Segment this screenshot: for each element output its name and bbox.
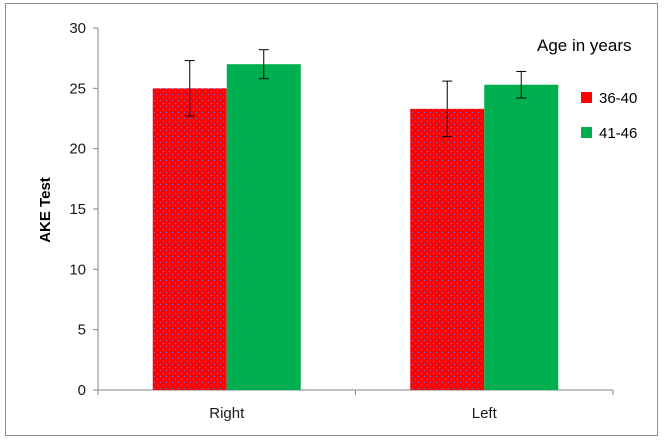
bar-41-46-right [226,64,301,390]
legend-label-41-46: 41-46 [599,125,637,142]
legend-label-36-40: 36-40 [599,90,637,107]
y-tick-label: 25 [69,80,86,97]
y-axis-label: AKE Test [37,177,54,243]
error-bars [184,49,527,138]
x-tick-label: Right [209,405,245,422]
bar-41-46-left [484,84,559,391]
legend: 36-40 41-46 [581,90,637,142]
legend-swatch-36-40 [581,92,592,103]
bar-36-40-left [410,108,485,390]
legend-title: Age in years [537,36,632,55]
y-tick-label: 5 [78,322,86,339]
y-tick-label: 20 [69,141,86,158]
bar-36-40-right [152,88,227,390]
y-tick-label: 30 [69,20,86,37]
x-tick-label: Left [472,405,498,422]
y-tick-label: 0 [78,382,86,399]
y-tick-label: 15 [69,201,86,218]
bars [152,64,559,391]
y-tick-label: 10 [69,261,86,278]
legend-swatch-41-46 [581,127,592,138]
